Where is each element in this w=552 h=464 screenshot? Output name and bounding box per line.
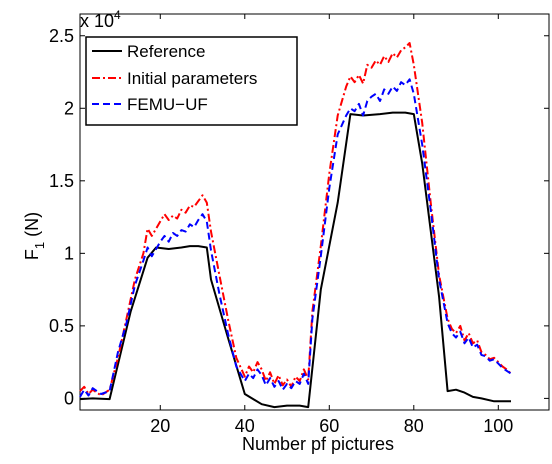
x-axis-label: Number pf pictures: [242, 434, 394, 454]
series-line-femu-uf: [79, 78, 512, 398]
legend: Reference Initial parameters FEMU−UF: [85, 36, 298, 126]
legend-label-reference: Reference: [127, 42, 205, 61]
y-axis-label-units: (N): [22, 212, 42, 237]
x-tick-label: 80: [404, 416, 424, 436]
y-tick-label: 0.5: [49, 316, 74, 336]
x-tick-label: 60: [319, 416, 339, 436]
plot-area-border: [79, 13, 550, 411]
y-multiplier-base: x 10: [80, 11, 114, 31]
y-multiplier-label: x 104: [80, 8, 121, 31]
series-line-initial-parameters: [79, 42, 512, 397]
axes-layer: 20 40 60 80 100 0 0.5 1 1.5 2 2.5: [49, 14, 549, 436]
series-layer: [79, 42, 512, 409]
x-tick-label: 100: [483, 416, 513, 436]
y-axis-label: F1 (N): [22, 212, 47, 260]
x-tick-label: 20: [150, 416, 170, 436]
y-axis-label-main: F: [22, 249, 42, 260]
y-tick-label: 0: [64, 388, 74, 408]
series-line-reference: [79, 111, 511, 409]
y-tick-label: 1.5: [49, 171, 74, 191]
y-multiplier-exponent: 4: [114, 8, 121, 22]
y-tick-label: 1: [64, 243, 74, 263]
y-axis-label-subscript: 1: [32, 242, 47, 249]
legend-label-femu-uf: FEMU−UF: [127, 95, 208, 114]
y-tick-label: 2.5: [49, 26, 74, 46]
plot-frame: [79, 13, 550, 411]
y-tick-label: 2: [64, 98, 74, 118]
x-tick-label: 40: [235, 416, 255, 436]
legend-label-initial-parameters: Initial parameters: [127, 69, 257, 88]
